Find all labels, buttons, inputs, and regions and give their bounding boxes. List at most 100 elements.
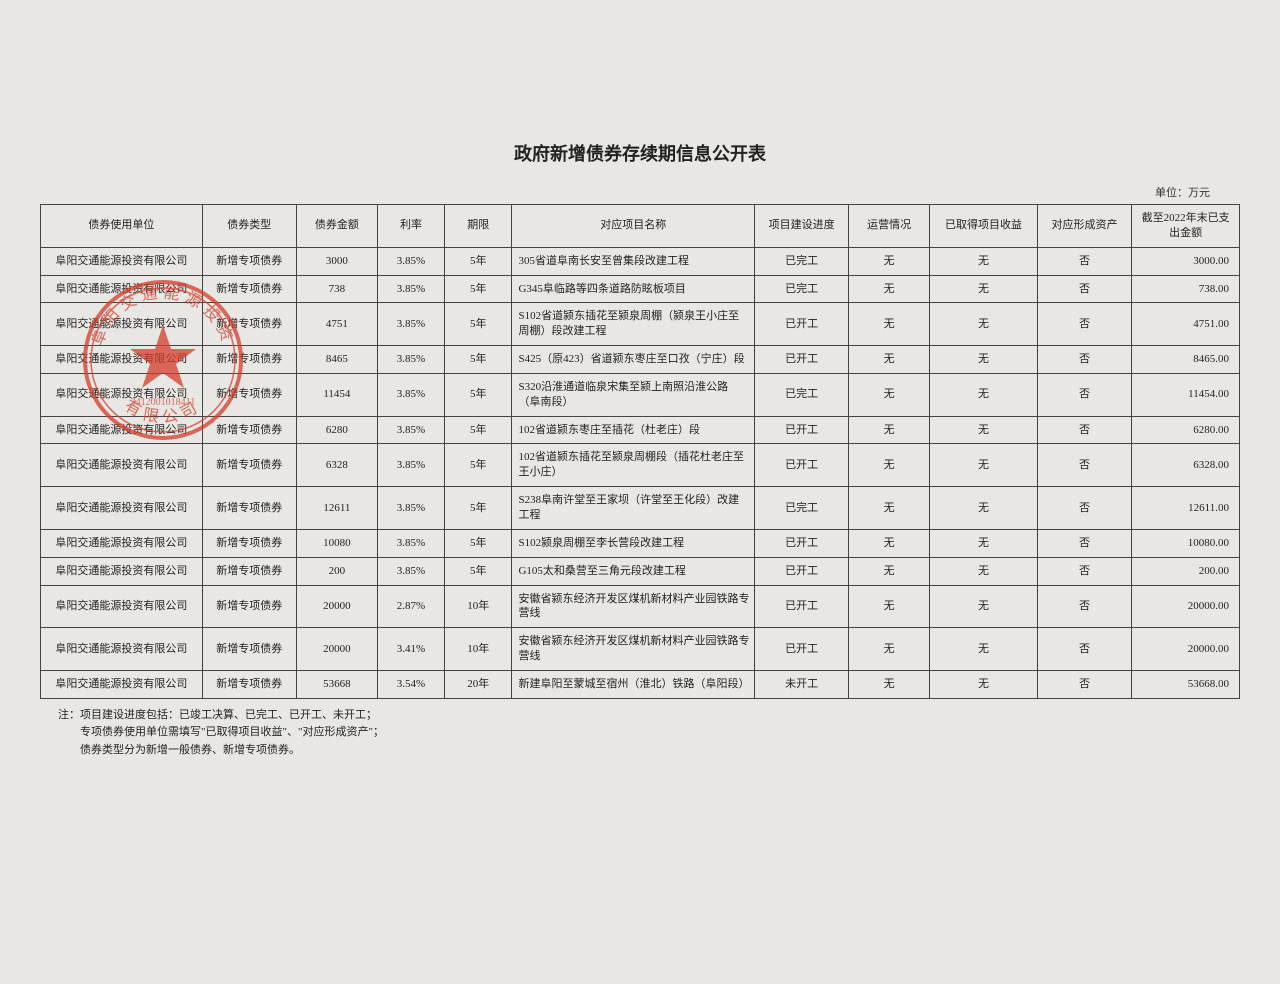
table-cell: 738.00 xyxy=(1132,275,1240,303)
col-header: 债券类型 xyxy=(202,205,296,248)
table-cell: 阜阳交通能源投资有限公司 xyxy=(41,487,203,530)
table-cell: 否 xyxy=(1037,303,1131,346)
table-cell: S320沿淮通道临泉宋集至颍上南照沿淮公路（阜南段） xyxy=(512,373,755,416)
table-cell: 阜阳交通能源投资有限公司 xyxy=(41,529,203,557)
table-row: 阜阳交通能源投资有限公司新增专项债券536683.54%20年新建阜阳至蒙城至宿… xyxy=(41,670,1240,698)
table-cell: 未开工 xyxy=(754,670,848,698)
table-cell: 已完工 xyxy=(754,275,848,303)
table-cell: 无 xyxy=(930,444,1038,487)
table-cell: 否 xyxy=(1037,416,1131,444)
unit-label: 单位：万元 xyxy=(40,184,1240,200)
table-cell: 无 xyxy=(930,416,1038,444)
table-cell: 否 xyxy=(1037,670,1131,698)
table-cell: S102省道颍东插花至颍泉周棚（颍泉王小庄至周棚）段改建工程 xyxy=(512,303,755,346)
table-cell: 新增专项债券 xyxy=(202,416,296,444)
table-cell: 3.85% xyxy=(377,444,444,487)
table-cell: 新增专项债券 xyxy=(202,275,296,303)
table-cell: 无 xyxy=(849,416,930,444)
table-cell: 无 xyxy=(930,585,1038,628)
table-cell: 阜阳交通能源投资有限公司 xyxy=(41,303,203,346)
table-cell: 20年 xyxy=(445,670,512,698)
table-row: 阜阳交通能源投资有限公司新增专项债券30003.85%5年305省道阜南长安至曾… xyxy=(41,247,1240,275)
table-cell: 6328.00 xyxy=(1132,444,1240,487)
table-cell: 200 xyxy=(296,557,377,585)
table-cell: 3.41% xyxy=(377,628,444,671)
col-header: 债券使用单位 xyxy=(41,205,203,248)
table-cell: 4751 xyxy=(296,303,377,346)
table-cell: 新增专项债券 xyxy=(202,628,296,671)
table-cell: 5年 xyxy=(445,416,512,444)
table-cell: 3.85% xyxy=(377,275,444,303)
table-cell: 新增专项债券 xyxy=(202,303,296,346)
table-cell: 无 xyxy=(930,373,1038,416)
table-cell: 5年 xyxy=(445,487,512,530)
table-cell: 11454 xyxy=(296,373,377,416)
table-cell: 无 xyxy=(849,373,930,416)
table-cell: 102省道颍东枣庄至插花（杜老庄）段 xyxy=(512,416,755,444)
table-cell: 无 xyxy=(849,529,930,557)
table-cell: 12611.00 xyxy=(1132,487,1240,530)
table-cell: 305省道阜南长安至曾集段改建工程 xyxy=(512,247,755,275)
table-cell: 无 xyxy=(849,487,930,530)
table-cell: 新增专项债券 xyxy=(202,585,296,628)
table-cell: 否 xyxy=(1037,373,1131,416)
table-header-row: 债券使用单位 债券类型 债券金额 利率 期限 对应项目名称 项目建设进度 运营情… xyxy=(41,205,1240,248)
footnote-line: 专项债券使用单位需填写"已取得项目收益"、"对应形成资产"； xyxy=(58,724,1240,742)
table-cell: 3.85% xyxy=(377,303,444,346)
table-cell: S102颍泉周棚至李长营段改建工程 xyxy=(512,529,755,557)
table-cell: 6280.00 xyxy=(1132,416,1240,444)
table-cell: S425（原423）省道颍东枣庄至口孜（宁庄）段 xyxy=(512,346,755,374)
table-row: 阜阳交通能源投资有限公司新增专项债券126113.85%5年S238阜南许堂至王… xyxy=(41,487,1240,530)
table-cell: 无 xyxy=(930,557,1038,585)
table-cell: 已完工 xyxy=(754,487,848,530)
table-cell: 阜阳交通能源投资有限公司 xyxy=(41,346,203,374)
table-cell: 738 xyxy=(296,275,377,303)
table-cell: 3.54% xyxy=(377,670,444,698)
col-header: 对应形成资产 xyxy=(1037,205,1131,248)
table-cell: 阜阳交通能源投资有限公司 xyxy=(41,585,203,628)
col-header: 对应项目名称 xyxy=(512,205,755,248)
table-cell: 已开工 xyxy=(754,303,848,346)
table-row: 阜阳交通能源投资有限公司新增专项债券114543.85%5年S320沿淮通道临泉… xyxy=(41,373,1240,416)
table-cell: 已开工 xyxy=(754,557,848,585)
table-cell: S238阜南许堂至王家坝（许堂至王化段）改建工程 xyxy=(512,487,755,530)
table-cell: 3.85% xyxy=(377,346,444,374)
table-cell: 10年 xyxy=(445,628,512,671)
table-cell: 已开工 xyxy=(754,529,848,557)
table-cell: 否 xyxy=(1037,585,1131,628)
table-cell: 安徽省颍东经济开发区煤机新材料产业园铁路专营线 xyxy=(512,628,755,671)
col-header: 已取得项目收益 xyxy=(930,205,1038,248)
table-cell: 3.85% xyxy=(377,529,444,557)
footnote: 注：项目建设进度包括：已竣工决算、已完工、已开工、未开工； 专项债券使用单位需填… xyxy=(40,707,1240,760)
table-cell: 无 xyxy=(849,247,930,275)
table-cell: 无 xyxy=(930,346,1038,374)
table-cell: 否 xyxy=(1037,346,1131,374)
table-cell: 20000.00 xyxy=(1132,585,1240,628)
table-cell: 8465 xyxy=(296,346,377,374)
table-cell: 已开工 xyxy=(754,585,848,628)
table-cell: G345阜临路等四条道路防眩板项目 xyxy=(512,275,755,303)
table-cell: 新增专项债券 xyxy=(202,373,296,416)
table-cell: 12611 xyxy=(296,487,377,530)
table-cell: 无 xyxy=(849,346,930,374)
table-cell: 8465.00 xyxy=(1132,346,1240,374)
table-cell: 否 xyxy=(1037,529,1131,557)
col-header: 项目建设进度 xyxy=(754,205,848,248)
table-cell: 已完工 xyxy=(754,247,848,275)
table-cell: 5年 xyxy=(445,303,512,346)
table-cell: 5年 xyxy=(445,275,512,303)
table-cell: 3.85% xyxy=(377,557,444,585)
table-cell: 3.85% xyxy=(377,416,444,444)
table-cell: 新建阜阳至蒙城至宿州（淮北）铁路（阜阳段） xyxy=(512,670,755,698)
table-row: 阜阳交通能源投资有限公司新增专项债券100803.85%5年S102颍泉周棚至李… xyxy=(41,529,1240,557)
table-cell: 5年 xyxy=(445,529,512,557)
table-cell: 阜阳交通能源投资有限公司 xyxy=(41,373,203,416)
table-cell: 2.87% xyxy=(377,585,444,628)
bond-info-table: 债券使用单位 债券类型 债券金额 利率 期限 对应项目名称 项目建设进度 运营情… xyxy=(40,204,1240,699)
table-cell: 10080.00 xyxy=(1132,529,1240,557)
table-cell: 无 xyxy=(930,247,1038,275)
table-cell: 安徽省颍东经济开发区煤机新材料产业园铁路专营线 xyxy=(512,585,755,628)
table-cell: 否 xyxy=(1037,247,1131,275)
table-cell: 5年 xyxy=(445,557,512,585)
table-row: 阜阳交通能源投资有限公司新增专项债券200002.87%10年安徽省颍东经济开发… xyxy=(41,585,1240,628)
